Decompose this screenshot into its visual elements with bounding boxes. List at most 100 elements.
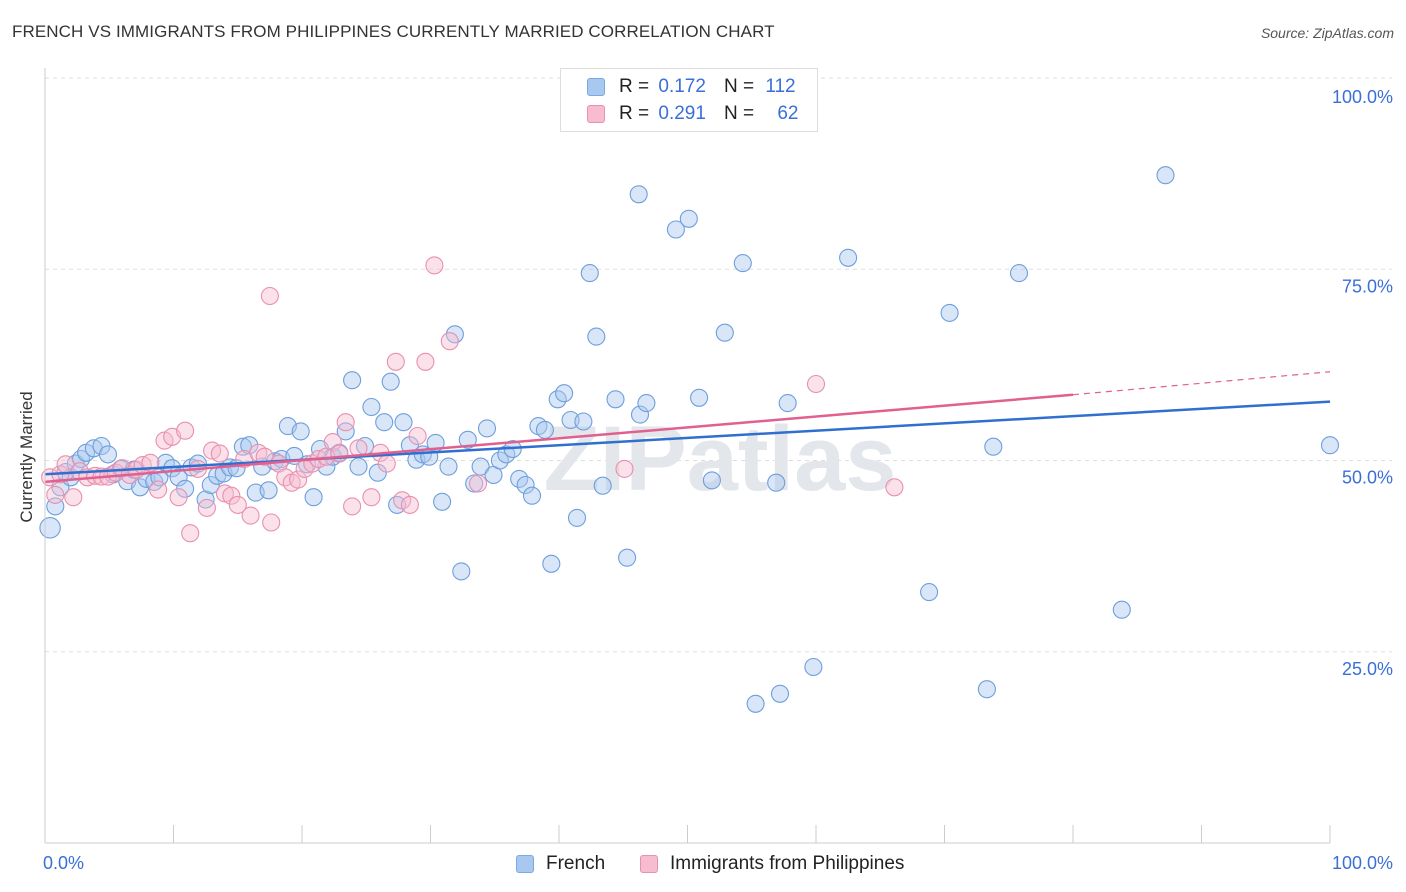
french-point bbox=[778, 394, 797, 413]
french-point bbox=[349, 457, 368, 476]
french-point bbox=[715, 323, 734, 342]
philippines-point bbox=[262, 513, 281, 532]
french-point bbox=[593, 476, 612, 495]
french-point bbox=[465, 474, 484, 493]
philippines-point bbox=[64, 488, 83, 507]
french-point bbox=[452, 562, 471, 581]
philippines-point bbox=[323, 433, 342, 452]
philippines-point bbox=[181, 524, 200, 543]
philippines-point bbox=[149, 480, 168, 499]
philippines-point bbox=[408, 426, 427, 446]
philippines-point bbox=[336, 413, 355, 432]
french-point bbox=[690, 388, 709, 407]
philippines-point bbox=[885, 478, 904, 497]
french-point bbox=[1156, 166, 1175, 185]
philippines-point bbox=[386, 352, 405, 371]
bottom-legend-label-philippines: Immigrants from Philippines bbox=[670, 853, 905, 874]
philippines-point bbox=[228, 495, 247, 514]
french-point bbox=[679, 209, 698, 228]
grid-layer bbox=[45, 77, 1392, 653]
french-point bbox=[362, 397, 381, 417]
french-point bbox=[940, 303, 959, 322]
french-point bbox=[201, 475, 220, 495]
french-point bbox=[606, 390, 625, 409]
bottom-swatch-philippines bbox=[640, 855, 658, 873]
legend-r-value-french: 0.172 bbox=[658, 76, 706, 97]
philippines-point bbox=[176, 421, 195, 440]
legend-r-value-philippines: 0.291 bbox=[658, 103, 706, 124]
legend-n-label: N = bbox=[723, 76, 755, 97]
legend-r-label: R = bbox=[619, 76, 650, 97]
philippines-point bbox=[615, 459, 634, 478]
french-point bbox=[381, 372, 400, 391]
french-point bbox=[522, 486, 542, 505]
legend-n-label: N = bbox=[723, 103, 755, 124]
french-point bbox=[542, 554, 561, 573]
philippines-trend-extension bbox=[1072, 371, 1331, 396]
french-point bbox=[516, 475, 535, 495]
legend-n-value-philippines: 62 bbox=[777, 103, 799, 124]
french-point bbox=[477, 419, 497, 438]
french-point bbox=[920, 583, 939, 602]
french-point bbox=[580, 264, 599, 283]
bottom-legend-french: French bbox=[516, 851, 605, 877]
french-point bbox=[977, 680, 996, 699]
french-point bbox=[637, 394, 656, 413]
philippines-point bbox=[197, 498, 216, 517]
french-point bbox=[555, 384, 574, 403]
french-point bbox=[767, 473, 786, 492]
french-point bbox=[629, 185, 648, 204]
french-trend-line bbox=[44, 400, 1331, 476]
french-point bbox=[984, 437, 1003, 456]
philippines-point bbox=[362, 488, 381, 507]
legend-swatch-philippines bbox=[587, 105, 605, 123]
axes: 25.0% 50.0% 75.0% 100.0% 0.0% 100.0% bbox=[43, 68, 1393, 873]
legend-row-french: R = 0.172 N = 112 bbox=[587, 75, 796, 99]
french-point bbox=[259, 481, 278, 500]
french-point bbox=[98, 445, 118, 464]
y-tick-label: 25.0% bbox=[1342, 659, 1393, 679]
philippines-point bbox=[468, 474, 488, 493]
french-point bbox=[375, 413, 394, 432]
philippines-point bbox=[343, 497, 362, 516]
x-tick-label: 100.0% bbox=[1332, 853, 1393, 873]
french-point bbox=[336, 422, 355, 441]
french-point bbox=[535, 420, 554, 439]
philippines-trend-line bbox=[44, 393, 1074, 484]
french-point bbox=[439, 457, 458, 476]
watermark: ZIPatlas bbox=[544, 408, 897, 510]
bottom-swatch-french bbox=[516, 855, 534, 873]
y-tick-label: 50.0% bbox=[1342, 468, 1393, 488]
french-point bbox=[733, 254, 752, 273]
french-point bbox=[304, 488, 323, 507]
source-label: Source: ZipAtlas.com bbox=[1260, 25, 1394, 41]
french-point bbox=[770, 684, 790, 703]
french-point bbox=[618, 548, 637, 567]
french-point bbox=[630, 405, 650, 424]
philippines-point bbox=[425, 256, 444, 275]
french-point bbox=[433, 492, 452, 511]
philippines-point bbox=[806, 374, 826, 394]
correlation-legend: R = 0.172 N = 112 R = 0.291 N = 62 bbox=[560, 68, 818, 132]
philippines-point bbox=[46, 485, 65, 504]
french-point bbox=[1320, 436, 1340, 455]
x-tick-label: 0.0% bbox=[43, 853, 84, 873]
philippines-point bbox=[416, 352, 435, 371]
philippines-point bbox=[222, 486, 241, 505]
french-point bbox=[666, 220, 685, 239]
french-point bbox=[746, 694, 765, 713]
trend-lines bbox=[44, 371, 1331, 484]
philippines-point bbox=[400, 495, 419, 514]
french-point bbox=[458, 430, 477, 449]
philippines-point bbox=[241, 506, 260, 525]
french-point bbox=[1009, 264, 1029, 283]
french-point bbox=[804, 657, 823, 677]
y-tick-label: 75.0% bbox=[1342, 276, 1393, 296]
philippines-point bbox=[289, 470, 308, 489]
philippines-point bbox=[169, 488, 188, 507]
french-point bbox=[291, 422, 310, 441]
philippines-point bbox=[210, 444, 229, 463]
french-point bbox=[839, 248, 858, 267]
french-point bbox=[574, 412, 593, 431]
french-point bbox=[39, 517, 61, 539]
